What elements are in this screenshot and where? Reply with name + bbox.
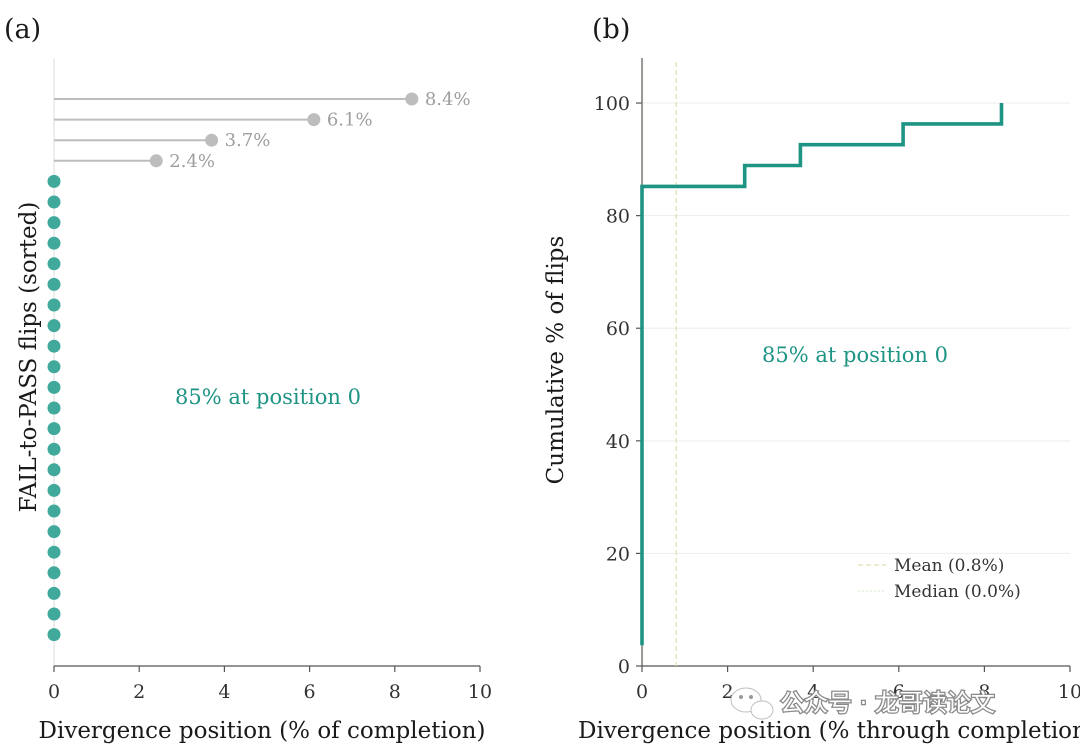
zero-point-6 [47,298,61,312]
zero-point-3 [47,236,61,250]
panel-b-x-label: Divergence position (% through completio… [578,718,1080,744]
panel-b-y-tick-label-5: 100 [594,93,630,115]
panel-a-x-tick-label-2: 4 [218,681,230,703]
lollipop-point-2 [205,133,219,147]
panel-b-x-tick-label-4: 8 [978,681,990,703]
zero-point-0 [47,174,61,188]
zero-point-19 [47,566,61,580]
zero-point-12 [47,422,61,436]
zero-point-14 [47,463,61,477]
zero-point-7 [47,319,61,333]
lollipop-label-1: 6.1% [327,110,373,131]
panel-a-x-tick-label-3: 6 [304,681,316,703]
panel-b-gridlines [642,102,1070,554]
zero-point-5 [47,277,61,291]
panel-a-x-tick-label-1: 2 [133,681,145,703]
panel-b-legend: Mean (0.8%) Median (0.0%) [858,556,1021,602]
zero-point-9 [47,360,61,374]
lollipop-label-2: 3.7% [225,130,271,151]
panel-b-y-tick-label-4: 80 [606,206,630,228]
panel-b-y-tick-label-3: 60 [606,318,630,340]
panel-a-x-ticks: 0 2 4 6 8 10 [48,666,492,703]
panel-b-x-tick-label-1: 2 [722,681,734,703]
panel-a: (a) 0 2 4 6 8 10 8.4% 6.1% 3.7% 2.4% 85% at posi… [4,14,492,744]
wechat-icon [730,687,774,720]
zero-point-18 [47,545,61,559]
lollipop-label-3: 2.4% [169,151,215,172]
zero-point-11 [47,401,61,415]
panel-a-x-tick-label-4: 8 [389,681,401,703]
zero-point-13 [47,442,61,456]
panel-b-y-label: Cumulative % of flips [543,236,569,485]
panel-b-y-tick-label-1: 20 [606,543,630,565]
zero-point-1 [47,195,61,209]
zero-point-20 [47,586,61,600]
panel-b-label: (b) [592,14,630,45]
panel-b-x-ticks: 0 2 4 6 8 10 [636,666,1080,703]
legend-mean-label: Mean (0.8%) [894,556,1004,576]
panel-a-points: 8.4% 6.1% 3.7% 2.4% [47,89,471,642]
panel-b-y-ticks: 0 20 40 60 80 100 [594,93,642,678]
lollipop-point-0 [405,92,419,106]
panel-a-x-tick-label-0: 0 [48,681,60,703]
panel-a-y-label: FAIL-to-PASS flips (sorted) [16,202,42,513]
zero-point-22 [47,628,61,642]
panel-b-x-tick-label-0: 0 [636,681,648,703]
panel-a-x-label: Divergence position (% of completion) [39,718,486,744]
panel-b-y-tick-label-2: 40 [606,431,630,453]
watermark-text: 公众号 · 龙哥读论文 [780,689,995,717]
zero-point-21 [47,607,61,621]
zero-point-17 [47,525,61,539]
panel-a-x-tick-label-5: 10 [468,681,492,703]
panel-a-label: (a) [4,14,41,45]
panel-b: (b) 0 20 40 60 80 100 0 2 4 6 8 10 85% at position… [543,14,1080,744]
zero-point-10 [47,380,61,394]
panel-b-x-tick-label-2: 4 [807,681,819,703]
zero-point-15 [47,483,61,497]
lollipop-point-3 [149,154,163,168]
watermark: 公众号 · 龙哥读论文 [730,687,996,720]
panel-b-y-tick-label-0: 0 [618,656,630,678]
panel-a-annotation: 85% at position 0 [175,385,361,409]
zero-point-16 [47,504,61,518]
panel-b-annotation: 85% at position 0 [762,343,948,367]
zero-point-4 [47,257,61,271]
lollipop-label-0: 8.4% [425,89,471,110]
legend-median-label: Median (0.0%) [894,582,1021,602]
panel-b-x-tick-label-3: 6 [893,681,905,703]
zero-point-2 [47,216,61,230]
panel-b-x-tick-label-5: 10 [1058,681,1080,703]
lollipop-point-1 [307,113,321,127]
cdf-step-line [640,103,1004,646]
zero-point-8 [47,339,61,353]
